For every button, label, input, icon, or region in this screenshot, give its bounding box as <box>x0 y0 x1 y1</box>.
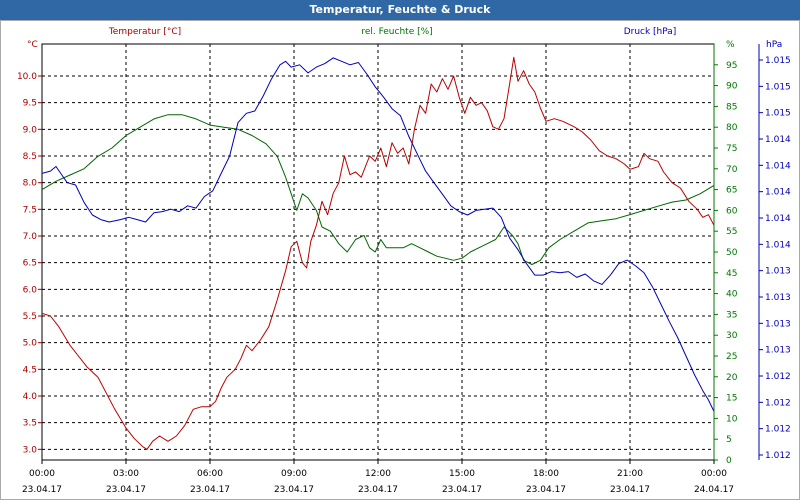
temperature-unit: °C <box>27 40 38 50</box>
series-lines <box>41 56 715 450</box>
series-title-humidity: rel. Feuchte [%] <box>361 27 432 37</box>
x-tick-time: 15:00 <box>449 469 475 479</box>
x-tick-time: 00:00 <box>29 469 55 479</box>
humidity-unit: % <box>726 40 735 50</box>
temperature-axis: 10.0 9.5 9.0 8.5 8.0 7.5 7.0 6.5 6.0 5.5 5.0 4.5 4.0… <box>17 72 42 455</box>
pressure-tick-label: 1.013 <box>765 293 791 303</box>
temperature-tick-label: 10.0 <box>17 72 37 82</box>
pressure-tick-label: 1.012 <box>765 398 791 408</box>
x-tick-date: 23.04.17 <box>610 485 650 495</box>
humidity-tick-label: 35 <box>726 310 737 320</box>
pressure-series-line <box>41 57 715 412</box>
series-title-pressure: Druck [hPa] <box>624 27 677 37</box>
humidity-tick-label: 90 <box>726 82 738 92</box>
humidity-tick-label: 85 <box>726 102 737 112</box>
temperature-tick-label: 6.5 <box>23 259 37 269</box>
x-tick-date: 23.04.17 <box>442 485 482 495</box>
temperature-tick-label: 4.0 <box>23 392 38 402</box>
temperature-series-line <box>41 56 715 450</box>
pressure-tick-label: 1.014 <box>765 188 791 198</box>
humidity-tick-label: 15 <box>726 394 737 404</box>
pressure-tick-label: 1.015 <box>765 82 791 92</box>
x-tick-time: 03:00 <box>113 469 139 479</box>
series-title-temperature: Temperatur [°C] <box>108 27 181 37</box>
x-tick-time: 06:00 <box>197 469 223 479</box>
x-tick-date: 23.04.17 <box>22 485 62 495</box>
humidity-tick-label: 60 <box>726 206 738 216</box>
x-tick-date: 23.04.17 <box>274 485 314 495</box>
x-tick-time: 12:00 <box>365 469 391 479</box>
temperature-tick-label: 4.5 <box>23 365 37 375</box>
pressure-tick-label: 1.012 <box>765 451 791 461</box>
pressure-tick-label: 1.012 <box>765 372 791 382</box>
x-tick-date: 23.04.17 <box>358 485 398 495</box>
grid <box>42 44 714 460</box>
humidity-tick-label: 20 <box>726 373 738 383</box>
humidity-tick-label: 30 <box>726 331 738 341</box>
temperature-tick-label: 6.0 <box>23 285 38 295</box>
pressure-axis: 1.015 1.015 1.015 1.014 1.014 1.014 1.014 1.014… <box>758 44 791 461</box>
humidity-tick-label: 75 <box>726 144 737 154</box>
temperature-tick-label: 3.5 <box>23 419 37 429</box>
humidity-tick-label: 45 <box>726 269 737 279</box>
humidity-series-line <box>41 114 715 265</box>
x-tick-date: 23.04.17 <box>190 485 230 495</box>
humidity-tick-label: 5 <box>726 435 732 445</box>
temperature-tick-label: 8.5 <box>23 152 37 162</box>
pressure-tick-label: 1.013 <box>765 346 791 356</box>
pressure-tick-label: 1.013 <box>765 319 791 329</box>
humidity-tick-label: 25 <box>726 352 737 362</box>
humidity-tick-label: 10 <box>726 414 738 424</box>
humidity-tick-label: 55 <box>726 227 737 237</box>
pressure-tick-label: 1.014 <box>765 214 791 224</box>
humidity-tick-label: 50 <box>726 248 738 258</box>
humidity-tick-label: 65 <box>726 186 737 196</box>
temperature-tick-label: 3.0 <box>23 445 38 455</box>
time-axis: 00:00 23.04.17 03:00 23.04.17 06:00 23.04.17 0… <box>22 460 734 495</box>
pressure-tick-label: 1.015 <box>765 56 791 66</box>
x-tick-time: 00:00 <box>701 469 727 479</box>
chart-frame <box>0 20 800 500</box>
x-tick-time: 21:00 <box>617 469 643 479</box>
x-tick-date: 23.04.17 <box>526 485 566 495</box>
temperature-tick-label: 9.5 <box>23 99 37 109</box>
temperature-tick-label: 7.0 <box>23 232 38 242</box>
x-tick-date: 24.04.17 <box>694 485 734 495</box>
x-tick-time: 09:00 <box>281 469 307 479</box>
temperature-tick-label: 7.5 <box>23 205 37 215</box>
pressure-tick-label: 1.012 <box>765 425 791 435</box>
pressure-unit: hPa <box>766 40 782 50</box>
x-tick-date: 23.04.17 <box>106 485 146 495</box>
humidity-tick-label: 40 <box>726 290 738 300</box>
humidity-tick-label: 95 <box>726 61 737 71</box>
pressure-tick-label: 1.014 <box>765 240 791 250</box>
humidity-tick-label: 80 <box>726 123 738 133</box>
pressure-tick-label: 1.015 <box>765 109 791 119</box>
x-tick-time: 18:00 <box>533 469 559 479</box>
humidity-tick-label: 0 <box>726 456 732 466</box>
temperature-tick-label: 9.0 <box>23 125 38 135</box>
temperature-tick-label: 8.0 <box>23 179 38 189</box>
humidity-tick-label: 70 <box>726 165 738 175</box>
window-title: Temperatur, Feuchte & Druck <box>0 0 800 20</box>
pressure-tick-label: 1.014 <box>765 135 791 145</box>
pressure-tick-label: 1.013 <box>765 267 791 277</box>
pressure-tick-label: 1.014 <box>765 161 791 171</box>
temperature-tick-label: 5.5 <box>23 312 37 322</box>
temperature-tick-label: 5.0 <box>23 339 38 349</box>
